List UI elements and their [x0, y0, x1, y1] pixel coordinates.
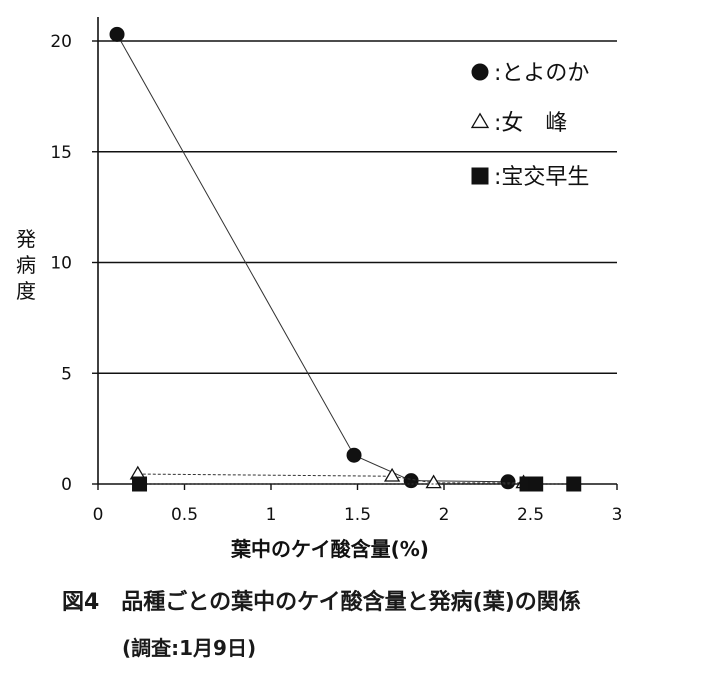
y-tick-label: 0 [61, 475, 72, 495]
legend-marker [471, 63, 489, 81]
y-tick-label: 5 [61, 364, 72, 384]
data-point [403, 473, 419, 489]
data-point [425, 474, 442, 489]
series-3 [132, 476, 582, 492]
series-line [116, 34, 509, 483]
x-tick-label: 1.5 [344, 505, 371, 525]
legend-label: :宝交早生 [494, 165, 589, 190]
series-1 [109, 26, 516, 490]
legend: :とよのか :女 峰 :宝交早生 [470, 61, 589, 190]
y-tick-label: 15 [50, 143, 72, 163]
y-axis-label-char: 病 [16, 253, 36, 277]
data-point [109, 26, 125, 42]
grid-lines [98, 40, 617, 374]
x-axis-label: 葉中のケイ酸含量(%) [230, 537, 429, 561]
y-tick-label: 10 [50, 254, 72, 274]
legend-label: :女 峰 [494, 111, 567, 136]
axes [92, 17, 618, 490]
data-point [383, 467, 401, 482]
series-line [137, 473, 524, 484]
legend-marker [471, 167, 489, 185]
figure-subcaption: (調査:1月9日) [122, 636, 257, 660]
data-point [346, 447, 362, 463]
y-axis-label-char: 発 [16, 227, 36, 251]
x-tick-label: 0 [93, 505, 104, 525]
data-point [566, 476, 582, 492]
data-point [132, 476, 148, 492]
tick-labels: 0 5 10 15 20 0 0.5 1 1.5 2 2.5 3 [50, 32, 622, 525]
x-tick-label: 3 [612, 505, 623, 525]
x-tick-label: 2 [439, 505, 450, 525]
y-axis-label-char: 度 [16, 279, 36, 303]
series-layer [109, 26, 582, 492]
legend-marker [470, 112, 490, 129]
y-tick-label: 20 [50, 32, 72, 52]
x-tick-label: 0.5 [171, 505, 198, 525]
figure-caption: 図4 品種ごとの葉中のケイ酸含量と発病(葉)の関係 [62, 590, 581, 615]
x-tick-label: 2.5 [517, 505, 544, 525]
data-point [500, 474, 516, 490]
data-point [528, 476, 544, 492]
legend-label: :とよのか [494, 61, 589, 86]
x-tick-label: 1 [266, 505, 277, 525]
